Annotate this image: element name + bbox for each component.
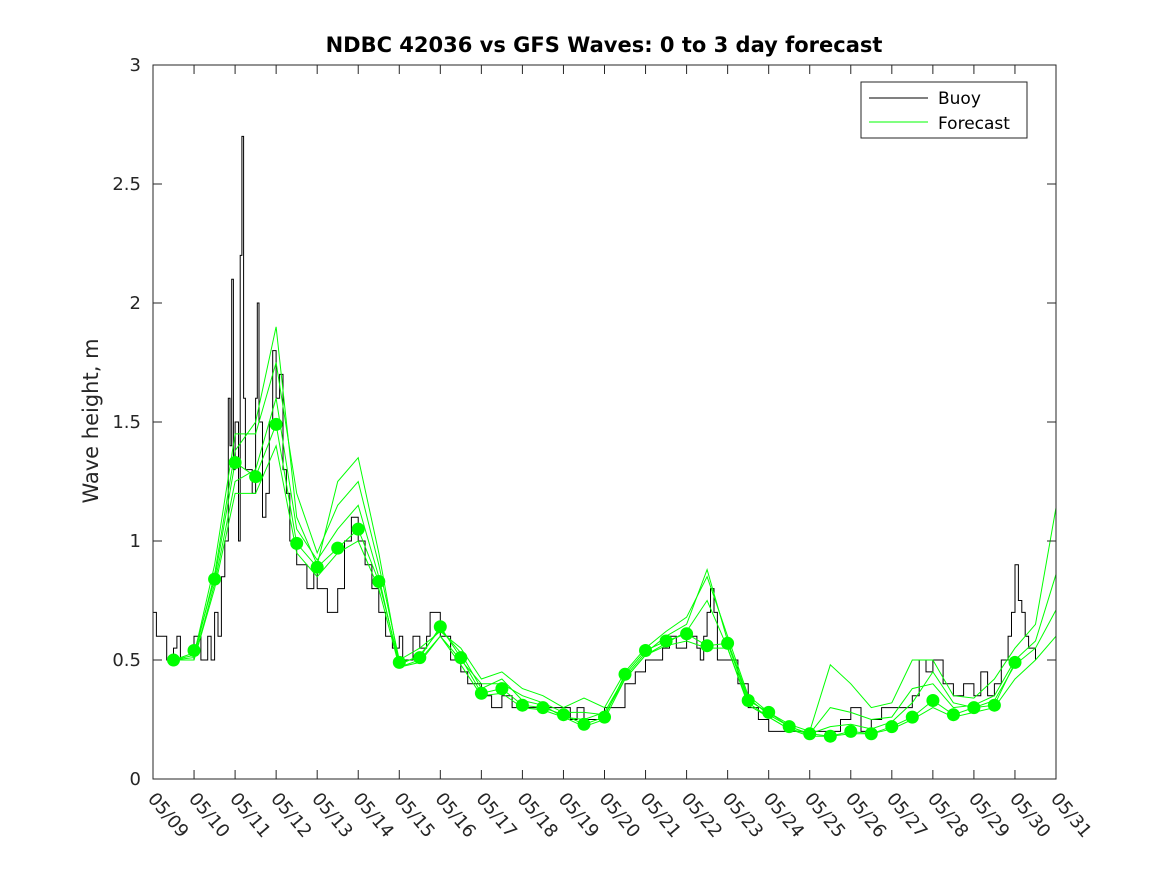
forecast-marker — [515, 698, 529, 712]
forecast-marker — [577, 717, 591, 731]
y-tick-label: 1 — [130, 531, 141, 552]
y-tick-label: 0 — [130, 769, 141, 790]
forecast-marker — [721, 636, 735, 650]
forecast-marker — [905, 710, 919, 724]
legend-forecast-label: Forecast — [938, 114, 1010, 134]
forecast-marker — [618, 667, 632, 681]
legend: Buoy Forecast — [860, 81, 1028, 139]
forecast-marker — [187, 644, 201, 657]
forecast-marker — [290, 536, 304, 550]
forecast-marker — [782, 720, 796, 734]
forecast-marker — [659, 634, 673, 648]
forecast-marker — [433, 620, 447, 634]
forecast-marker — [762, 705, 776, 719]
forecast-marker — [228, 456, 242, 469]
y-tick-label: 2 — [130, 293, 141, 314]
y-tick-label: 3 — [130, 55, 141, 76]
forecast-line — [173, 326, 1057, 735]
forecast-marker — [639, 644, 652, 657]
y-tick-label: 0.5 — [112, 650, 141, 671]
forecast-marker — [987, 698, 1001, 712]
forecast-marker — [392, 655, 406, 669]
y-axis: 0 0.5 1 1.5 2 2.5 3 — [112, 55, 1056, 790]
chart-title: NDBC 42036 vs GFS Waves: 0 to 3 day fore… — [326, 33, 883, 57]
forecast-line — [173, 398, 1057, 735]
forecast-marker — [208, 572, 222, 586]
legend-buoy-label: Buoy — [938, 89, 981, 109]
forecast-marker — [885, 720, 899, 734]
forecast-line — [173, 362, 1057, 733]
forecast-marker — [310, 560, 324, 574]
forecast-marker — [557, 708, 570, 722]
forecast-marker — [864, 727, 878, 741]
forecast-marker — [946, 708, 960, 722]
forecast-marker — [803, 727, 817, 741]
plot-area — [153, 135, 1057, 743]
forecast-marker — [1008, 655, 1022, 669]
forecast-marker — [967, 701, 981, 715]
legend-box — [860, 81, 1028, 139]
forecast-marker — [536, 701, 550, 715]
forecast-marker — [823, 729, 837, 743]
forecast-marker — [413, 651, 427, 665]
forecast-marker — [598, 710, 611, 724]
forecast-marker — [249, 470, 263, 484]
forecast-marker — [269, 417, 283, 431]
forecast-marker — [680, 627, 694, 641]
forecast-marker — [741, 694, 755, 707]
forecast-marker — [454, 651, 468, 665]
forecast-marker — [844, 724, 858, 738]
y-axis-label: Wave height, m — [79, 338, 103, 503]
y-tick-label: 1.5 — [112, 412, 141, 433]
forecast-marker — [331, 541, 345, 555]
forecast-marker — [926, 694, 940, 707]
forecast-markers — [167, 417, 1022, 743]
forecast-marker — [700, 639, 714, 653]
y-tick-label: 2.5 — [112, 174, 141, 195]
forecast-marker — [372, 575, 386, 588]
forecast-marker — [495, 682, 509, 696]
forecast-marker — [351, 522, 365, 536]
forecast-marker — [474, 686, 488, 700]
forecast-marker — [167, 653, 180, 667]
